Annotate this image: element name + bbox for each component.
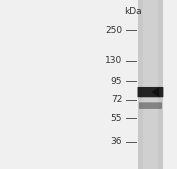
Text: kDa: kDa: [124, 7, 142, 16]
Text: 36: 36: [111, 137, 122, 147]
Bar: [138, 0, 163, 169]
Text: 72: 72: [111, 95, 122, 104]
Text: 95: 95: [111, 77, 122, 86]
FancyBboxPatch shape: [138, 87, 163, 97]
Text: 250: 250: [105, 26, 122, 35]
Text: 55: 55: [111, 114, 122, 123]
Polygon shape: [151, 87, 159, 97]
Text: 130: 130: [105, 56, 122, 65]
Bar: [143, 0, 158, 169]
FancyBboxPatch shape: [139, 102, 162, 109]
